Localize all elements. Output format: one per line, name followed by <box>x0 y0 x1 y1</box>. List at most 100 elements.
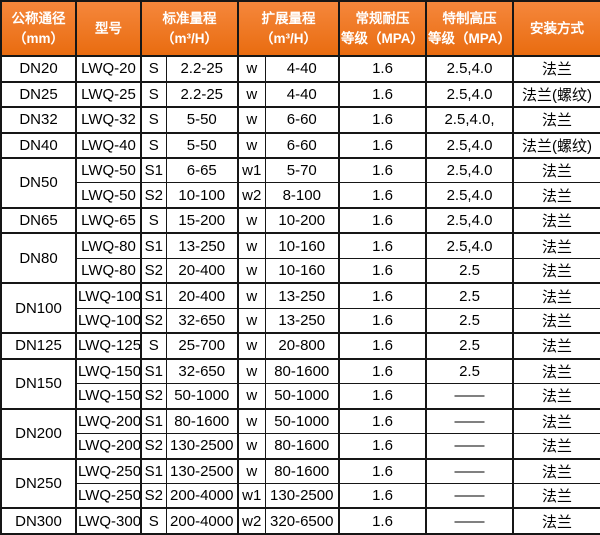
cell-standard-pressure: 1.6 <box>338 157 427 184</box>
cell-model: LWQ-65 <box>75 206 142 234</box>
cell-installation: 法兰(螺纹) <box>512 80 600 108</box>
cell-standard-range-label: S <box>140 106 167 133</box>
table-row: DN125 LWQ-125 S 25-700 w 20-800 1.6 2.5 法兰 <box>0 332 600 360</box>
cell-extended-range-label: w <box>237 433 266 460</box>
cell-standard-range: 200-4000 <box>165 507 239 535</box>
cell-standard-range: 25-700 <box>165 332 239 360</box>
cell-nominal-diameter: DN80 <box>0 232 77 284</box>
cell-standard-range: 20-400 <box>165 282 239 309</box>
cell-standard-range-label: S <box>140 80 167 108</box>
cell-standard-range-label: S1 <box>140 232 167 259</box>
table-row: DN300 LWQ-300 S 200-4000 w2 320-6500 1.6 —— 法兰 <box>0 507 600 535</box>
cell-installation: 法兰 <box>512 282 600 309</box>
cell-extended-range-label: w <box>237 206 266 234</box>
cell-extended-range: 10-160 <box>264 257 340 284</box>
cell-installation: 法兰 <box>512 182 600 209</box>
cell-extended-range: 80-1600 <box>264 433 340 460</box>
cell-installation: 法兰 <box>512 457 600 484</box>
table-row: LWQ-250 S2 200-4000 w1 130-2500 1.6 —— 法兰 <box>1 482 600 509</box>
cell-standard-range: 130-2500 <box>165 457 239 484</box>
cell-extended-range-label: w <box>237 383 266 410</box>
cell-extended-range: 10-200 <box>264 206 340 234</box>
cell-installation: 法兰 <box>512 257 600 284</box>
cell-standard-range-label: S <box>140 206 167 234</box>
cell-extended-range-label: w <box>237 282 266 309</box>
cell-model: LWQ-150 <box>75 383 142 410</box>
cell-high-pressure: —— <box>425 407 514 435</box>
cell-extended-range-label: w <box>237 80 266 108</box>
cell-high-pressure: 2.5 <box>425 357 514 385</box>
cell-model: LWQ-20 <box>75 55 142 82</box>
cell-standard-range-label: S1 <box>140 407 167 435</box>
cell-standard-range-label: S2 <box>140 383 167 410</box>
cell-standard-range-label: S1 <box>140 457 167 484</box>
cell-extended-range-label: w <box>237 106 266 133</box>
cell-extended-range: 80-1600 <box>264 457 340 484</box>
cell-standard-pressure: 1.6 <box>338 182 427 209</box>
cell-standard-pressure: 1.6 <box>338 357 427 385</box>
table-row: DN50 LWQ-50 S1 6-65 w1 5-70 1.6 2.5,4.0 法兰 <box>0 157 600 209</box>
cell-standard-pressure: 1.6 <box>338 433 427 460</box>
table-row: LWQ-50 S2 10-100 w2 8-100 1.6 2.5,4.0 法兰 <box>1 182 600 209</box>
cell-standard-range-label: S1 <box>140 157 167 184</box>
cell-standard-range: 50-1000 <box>165 383 239 410</box>
cell-high-pressure: —— <box>425 433 514 460</box>
cell-nominal-diameter: DN150 <box>0 357 77 410</box>
cell-standard-range: 200-4000 <box>165 482 239 509</box>
cell-model: LWQ-32 <box>75 106 142 133</box>
cell-nominal-diameter: DN300 <box>0 507 77 535</box>
cell-installation: 法兰(螺纹) <box>512 131 600 159</box>
cell-high-pressure: —— <box>425 482 514 509</box>
cell-model: LWQ-200 <box>75 433 142 460</box>
table-row: DN32 LWQ-32 S 5-50 w 6-60 1.6 2.5,4.0, 法兰 <box>0 106 600 133</box>
cell-installation: 法兰 <box>512 55 600 82</box>
cell-high-pressure: —— <box>425 507 514 535</box>
cell-nominal-diameter: DN25 <box>0 80 77 108</box>
cell-standard-range: 32-650 <box>165 357 239 385</box>
cell-high-pressure: 2.5 <box>425 257 514 284</box>
cell-standard-range: 2.2-25 <box>165 80 239 108</box>
cell-nominal-diameter: DN20 <box>0 55 77 82</box>
cell-standard-range-label: S2 <box>140 182 167 209</box>
table-header: 公称通径 （mm） 型号 标准量程 （m³/H） 扩展量程 （m³/H） 常规耐… <box>0 0 600 57</box>
cell-model: LWQ-100 <box>75 282 142 309</box>
cell-standard-range-label: S <box>140 507 167 535</box>
cell-installation: 法兰 <box>512 433 600 460</box>
cell-standard-range: 5-50 <box>165 106 239 133</box>
cell-model: LWQ-100 <box>75 307 142 334</box>
cell-extended-range: 10-160 <box>264 232 340 259</box>
table-row: DN20 LWQ-20 S 2.2-25 w 4-40 1.6 2.5,4.0 法兰 <box>0 55 600 82</box>
table-row: DN25 LWQ-25 S 2.2-25 w 4-40 1.6 2.5,4.0 法兰(螺纹) <box>0 80 600 108</box>
table-row: LWQ-200 S2 130-2500 w 80-1600 1.6 —— 法兰 <box>1 433 600 460</box>
cell-extended-range: 4-40 <box>264 55 340 82</box>
cell-installation: 法兰 <box>512 482 600 509</box>
cell-high-pressure: —— <box>425 383 514 410</box>
cell-extended-range-label: w <box>237 357 266 385</box>
cell-standard-range-label: S2 <box>140 433 167 460</box>
table-row: DN150 LWQ-150 S1 32-650 w 80-1600 1.6 2.5 法兰 <box>0 357 600 410</box>
cell-nominal-diameter: DN65 <box>0 206 77 234</box>
cell-extended-range-label: w1 <box>237 482 266 509</box>
cell-high-pressure: 2.5 <box>425 307 514 334</box>
cell-high-pressure: 2.5,4.0 <box>425 131 514 159</box>
cell-high-pressure: 2.5 <box>425 282 514 309</box>
cell-standard-pressure: 1.6 <box>338 383 427 410</box>
cell-extended-range-label: w <box>237 407 266 435</box>
table-row: DN100 LWQ-100 S1 20-400 w 13-250 1.6 2.5 法兰 <box>0 282 600 334</box>
cell-high-pressure: 2.5 <box>425 332 514 360</box>
cell-extended-range: 6-60 <box>264 131 340 159</box>
cell-nominal-diameter: DN32 <box>0 106 77 133</box>
column-header-extended-range: 扩展量程 （m³/H） <box>237 0 340 57</box>
cell-extended-range: 8-100 <box>264 182 340 209</box>
cell-extended-range: 320-6500 <box>264 507 340 535</box>
cell-extended-range: 20-800 <box>264 332 340 360</box>
cell-extended-range-label: w <box>237 457 266 484</box>
cell-nominal-diameter: DN40 <box>0 131 77 159</box>
column-header-high-pressure: 特制高压 等级（MPA） <box>425 0 514 57</box>
cell-standard-pressure: 1.6 <box>338 206 427 234</box>
cell-extended-range-label: w <box>237 232 266 259</box>
cell-standard-range-label: S <box>140 332 167 360</box>
cell-standard-range-label: S <box>140 55 167 82</box>
cell-standard-range: 15-200 <box>165 206 239 234</box>
cell-high-pressure: 2.5,4.0 <box>425 232 514 259</box>
